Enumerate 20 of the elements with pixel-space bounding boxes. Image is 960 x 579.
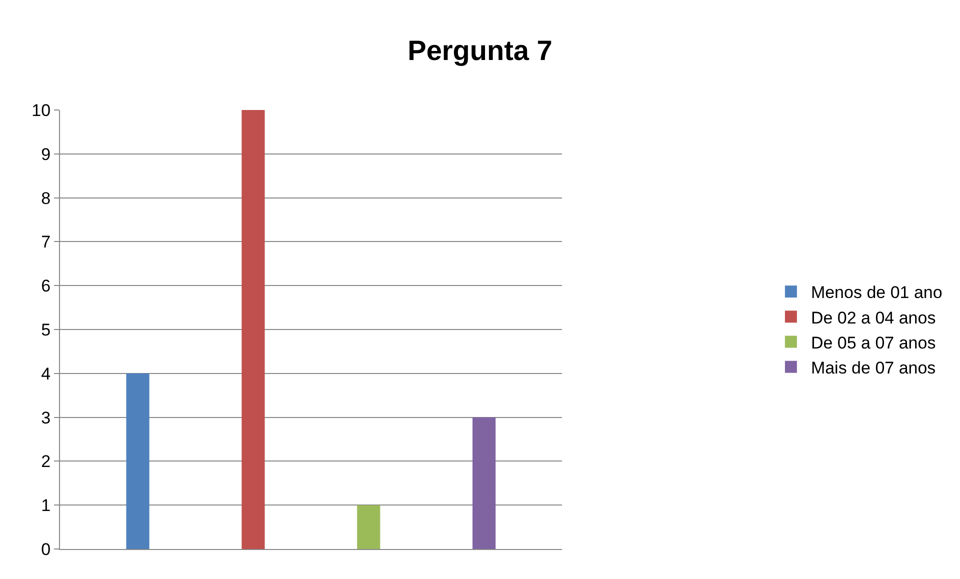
bar <box>472 417 496 549</box>
y-tick-label: 4 <box>41 364 51 384</box>
legend-label: De 05 a 07 anos <box>810 333 936 352</box>
bar <box>242 110 265 549</box>
legend-label: Mais de 07 anos <box>810 358 936 378</box>
y-tick-label: 5 <box>41 320 51 340</box>
bar <box>126 373 150 549</box>
y-tick-label: 7 <box>41 232 51 252</box>
y-tick-label: 6 <box>41 276 51 296</box>
y-tick-label: 1 <box>41 496 51 516</box>
y-tick-label: 2 <box>41 452 51 472</box>
bar <box>357 505 380 549</box>
y-tick-label: 0 <box>41 540 51 559</box>
y-tick-label: 8 <box>41 188 51 208</box>
y-tick-label: 9 <box>41 144 51 164</box>
y-tick-label: 10 <box>32 100 51 120</box>
y-tick-label: 3 <box>41 408 51 428</box>
legend-label: De 02 a 04 anos <box>810 308 936 328</box>
chart-title: Pergunta 7 <box>408 35 552 66</box>
legend-label: Menos de 01 ano <box>810 283 942 302</box>
